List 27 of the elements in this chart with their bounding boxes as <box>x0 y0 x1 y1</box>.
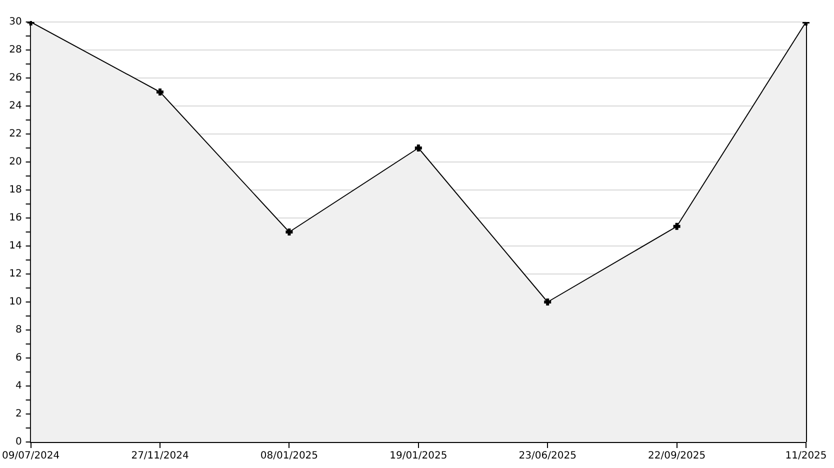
point <box>413 143 424 153</box>
y-tick-label: 16 <box>9 212 22 224</box>
y-tick-label: 4 <box>15 380 22 392</box>
x-tick-label: 27/11/2024 <box>131 450 189 462</box>
x-tick-label: 22/09/2025 <box>648 450 706 462</box>
y-tick-label: 14 <box>9 240 22 252</box>
y-tick-label: 20 <box>9 156 22 168</box>
y-tick-label: 10 <box>9 296 22 308</box>
point <box>284 227 294 237</box>
y-tick-label: 12 <box>9 268 22 280</box>
y-tick-label: 8 <box>15 324 22 336</box>
y-tick-label: 24 <box>9 100 22 112</box>
x-tick-label: 19/01/2025 <box>390 450 448 462</box>
y-tick-label: 6 <box>15 352 22 364</box>
y-tick-label: 26 <box>9 72 22 84</box>
y-tick-label: 2 <box>15 408 22 420</box>
point <box>542 297 553 307</box>
x-tick-label: 23/06/2025 <box>518 450 576 462</box>
y-tick-label: 0 <box>15 436 22 448</box>
y-tick-label: 28 <box>9 44 22 56</box>
y-tick-label: 22 <box>9 128 22 140</box>
x-tick-label: 08/01/2025 <box>260 450 318 462</box>
x-tick-label: 11/2025 <box>785 450 827 462</box>
y-tick-label: 18 <box>9 184 22 196</box>
point <box>672 221 682 232</box>
y-tick-label: 30 <box>9 16 22 28</box>
x-tick-label: 09/07/2024 <box>2 450 60 462</box>
